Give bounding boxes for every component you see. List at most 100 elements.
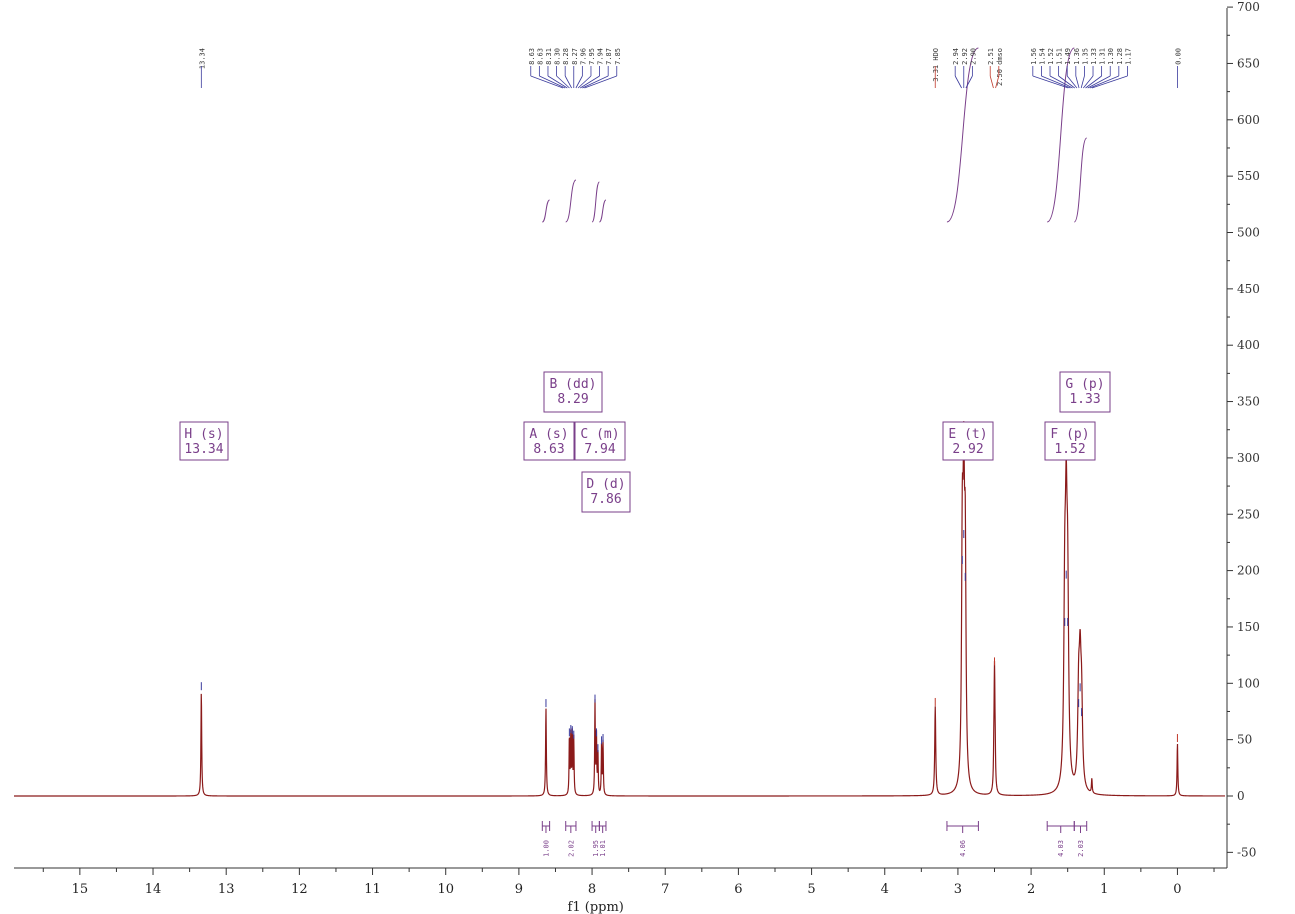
y-tick-label: 250: [1237, 507, 1260, 521]
multiplet-box: A (s)8.63: [523, 421, 575, 461]
y-tick-label: 50: [1237, 733, 1252, 747]
spectrum-trace: [14, 421, 1225, 797]
multiplet-label: E (t): [948, 427, 987, 442]
multiplet-label: F (p): [1050, 427, 1089, 442]
peak-label-connector: [547, 75, 568, 89]
multiplet-boxes: A (s)8.63 B (dd)8.29 C (m)7.94 D (d)7.86 E (…: [179, 371, 1111, 513]
y-tick-label: 0: [1237, 789, 1245, 803]
peak-pick-label: 1.51: [1056, 48, 1064, 65]
peak-pick-label: 7.95: [588, 48, 596, 65]
integral-curve: [591, 181, 600, 223]
peak-pick-label: 2.90: [969, 48, 977, 65]
peak-label-connector: [1066, 75, 1078, 89]
peak-label-connector: [577, 75, 592, 89]
peak-pick-label: 1.17: [1124, 48, 1132, 65]
peak-label-connector: [1087, 75, 1111, 89]
x-tick-label: 10: [437, 882, 454, 897]
integral-value: 2.03: [1077, 840, 1085, 857]
integral-curves: [542, 47, 1088, 223]
y-tick-label: 300: [1237, 451, 1260, 465]
peak-label-connector: [1085, 75, 1102, 89]
peak-label-connector: [1083, 75, 1094, 89]
y-axis: -50 0 50 100 150 200 250 300 350 400 450 500 550 600 6…: [1226, 0, 1260, 868]
peak-label-connector: [1049, 75, 1073, 89]
multiplet-box-frame: [523, 421, 575, 461]
multiplet-shift: 1.33: [1069, 392, 1100, 407]
x-tick-label: 4: [881, 882, 889, 897]
y-tick-label: 150: [1237, 620, 1260, 634]
multiplet-box-frame: [543, 371, 603, 413]
multiplet-box: G (p)1.33: [1059, 371, 1111, 413]
multiplet-label: H (s): [184, 427, 223, 442]
peak-pick-label: 2.92: [961, 48, 969, 65]
multiplet-box: B (dd)8.29: [543, 371, 603, 413]
peak-label-connector: [1089, 75, 1119, 89]
peak-label-connector: [954, 75, 962, 89]
peak-label-connector: [989, 75, 994, 89]
multiplet-box-frame: [1059, 371, 1111, 413]
y-tick-label: 400: [1237, 338, 1260, 352]
multiplet-label: G (p): [1065, 377, 1104, 392]
integral-value: 1.00: [542, 840, 550, 857]
x-tick-label: 11: [364, 882, 381, 897]
multiplet-label: A (s): [529, 427, 568, 442]
multiplet-box: E (t)2.92: [942, 421, 994, 461]
peak-label-connector: [530, 75, 564, 89]
x-tick-label: 14: [145, 882, 162, 897]
multiplet-box: H (s)13.34: [179, 421, 229, 461]
integral-curve: [598, 199, 607, 223]
peak-pick-label: 1.49: [1064, 48, 1072, 65]
y-tick-label: -50: [1237, 845, 1256, 859]
x-tick-label: 3: [954, 882, 962, 897]
x-tick-label: 12: [291, 882, 308, 897]
multiplet-box: F (p)1.52: [1044, 421, 1096, 461]
multiplet-label: D (d): [586, 477, 625, 492]
x-tick-label: 0: [1173, 882, 1181, 897]
integral-value: 1.01: [599, 840, 607, 857]
peak-pick-label: 1.31: [1099, 48, 1107, 65]
y-tick-label: 700: [1237, 0, 1260, 14]
integral-curve: [542, 199, 550, 223]
x-tick-label: 8: [588, 882, 596, 897]
peak-pick-label: 8.63: [528, 48, 536, 65]
peak-pick-label: 2.94: [952, 48, 960, 65]
peak-label-connector: [575, 75, 583, 89]
peak-pick-label: 1.28: [1116, 48, 1124, 65]
multiplet-label: B (dd): [550, 377, 597, 392]
peak-pick-label: 0.00: [1174, 48, 1182, 65]
x-tick-label: 13: [218, 882, 235, 897]
integral-value: 1.95: [592, 840, 600, 857]
peak-label-connector: [539, 75, 566, 89]
peak-pick-label: 8.27: [571, 48, 579, 65]
peak-label-connector: [995, 75, 1000, 89]
integral-curve: [565, 179, 577, 223]
peak-pick-label: 7.87: [605, 48, 613, 65]
peak-pick-label: 13.34: [198, 48, 206, 69]
peak-pick-label: 1.56: [1030, 48, 1038, 65]
peak-label-connector: [1041, 75, 1071, 89]
x-tick-label: 15: [72, 882, 89, 897]
multiplet-box-frame: [581, 471, 631, 513]
peak-markers: [200, 530, 1178, 753]
peak-pick-label: 8.30: [554, 48, 562, 65]
peak-pick-label: 2.50 dmso: [996, 48, 1004, 86]
peak-pick-labels: 13.34 8.63 8.63 8.31 8.30 8.28 8.27 7.96 7.95 7.9…: [198, 48, 1182, 89]
integral-value: 4.03: [1057, 840, 1065, 857]
multiplet-label: C (m): [580, 427, 619, 442]
x-axis: 15 14 13 12 11 10 9 8 7 6 5 4 3 2 1 0: [14, 867, 1227, 897]
multiplet-shift: 8.63: [533, 442, 564, 457]
integral-brackets: 1.00 2.02 1.951.01 4.06 4.03 2.03: [541, 821, 1088, 857]
y-tick-label: 600: [1237, 113, 1260, 127]
multiplet-box: C (m)7.94: [574, 421, 626, 461]
peak-pick-label: 1.54: [1038, 48, 1046, 65]
integral-curve: [1073, 137, 1088, 223]
peak-pick-label: 3.31 HDO: [932, 48, 940, 82]
peak-pick-label: 7.96: [579, 48, 587, 65]
peak-pick-label: 1.30: [1107, 48, 1115, 65]
peak-pick-label: 7.94: [597, 48, 605, 65]
integral-value: 4.06: [959, 840, 967, 857]
multiplet-box-frame: [574, 421, 626, 461]
peak-pick-label: 8.63: [536, 48, 544, 65]
y-tick-label: 650: [1237, 56, 1260, 70]
